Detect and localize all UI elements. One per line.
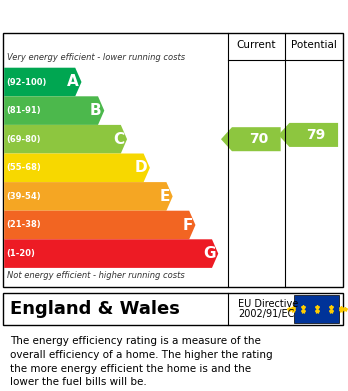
Text: (1-20): (1-20): [6, 249, 35, 258]
Text: 2002/91/EC: 2002/91/EC: [238, 309, 295, 319]
Bar: [294, 295, 339, 323]
Text: the more energy efficient the home is and the: the more energy efficient the home is an…: [10, 364, 252, 373]
Text: E: E: [159, 189, 170, 204]
Text: Current: Current: [237, 40, 276, 50]
Polygon shape: [4, 125, 127, 154]
Text: D: D: [134, 160, 147, 175]
Text: (21-38): (21-38): [6, 221, 41, 230]
Polygon shape: [221, 127, 280, 151]
Text: Potential: Potential: [291, 40, 337, 50]
Text: Energy Efficiency Rating: Energy Efficiency Rating: [60, 6, 288, 24]
Polygon shape: [4, 211, 196, 239]
Text: lower the fuel bills will be.: lower the fuel bills will be.: [10, 377, 147, 387]
Text: (55-68): (55-68): [6, 163, 41, 172]
Text: F: F: [182, 217, 193, 233]
Text: EU Directive: EU Directive: [238, 299, 299, 308]
Polygon shape: [4, 96, 104, 125]
Text: (39-54): (39-54): [6, 192, 41, 201]
Text: (81-91): (81-91): [6, 106, 41, 115]
Text: A: A: [67, 75, 79, 90]
Text: overall efficiency of a home. The higher the rating: overall efficiency of a home. The higher…: [10, 350, 273, 360]
Polygon shape: [4, 68, 81, 96]
Polygon shape: [4, 182, 173, 211]
Text: England & Wales: England & Wales: [10, 300, 180, 318]
Text: B: B: [90, 103, 102, 118]
Polygon shape: [4, 154, 150, 182]
Text: G: G: [203, 246, 215, 261]
Polygon shape: [4, 239, 218, 268]
Text: 79: 79: [307, 128, 326, 142]
Text: The energy efficiency rating is a measure of the: The energy efficiency rating is a measur…: [10, 336, 261, 346]
Text: 70: 70: [249, 132, 268, 146]
Text: C: C: [113, 132, 124, 147]
Text: (69-80): (69-80): [6, 135, 41, 144]
Text: Very energy efficient - lower running costs: Very energy efficient - lower running co…: [7, 53, 185, 62]
Text: (92-100): (92-100): [6, 77, 47, 86]
Polygon shape: [278, 123, 338, 147]
Text: Not energy efficient - higher running costs: Not energy efficient - higher running co…: [7, 271, 185, 280]
